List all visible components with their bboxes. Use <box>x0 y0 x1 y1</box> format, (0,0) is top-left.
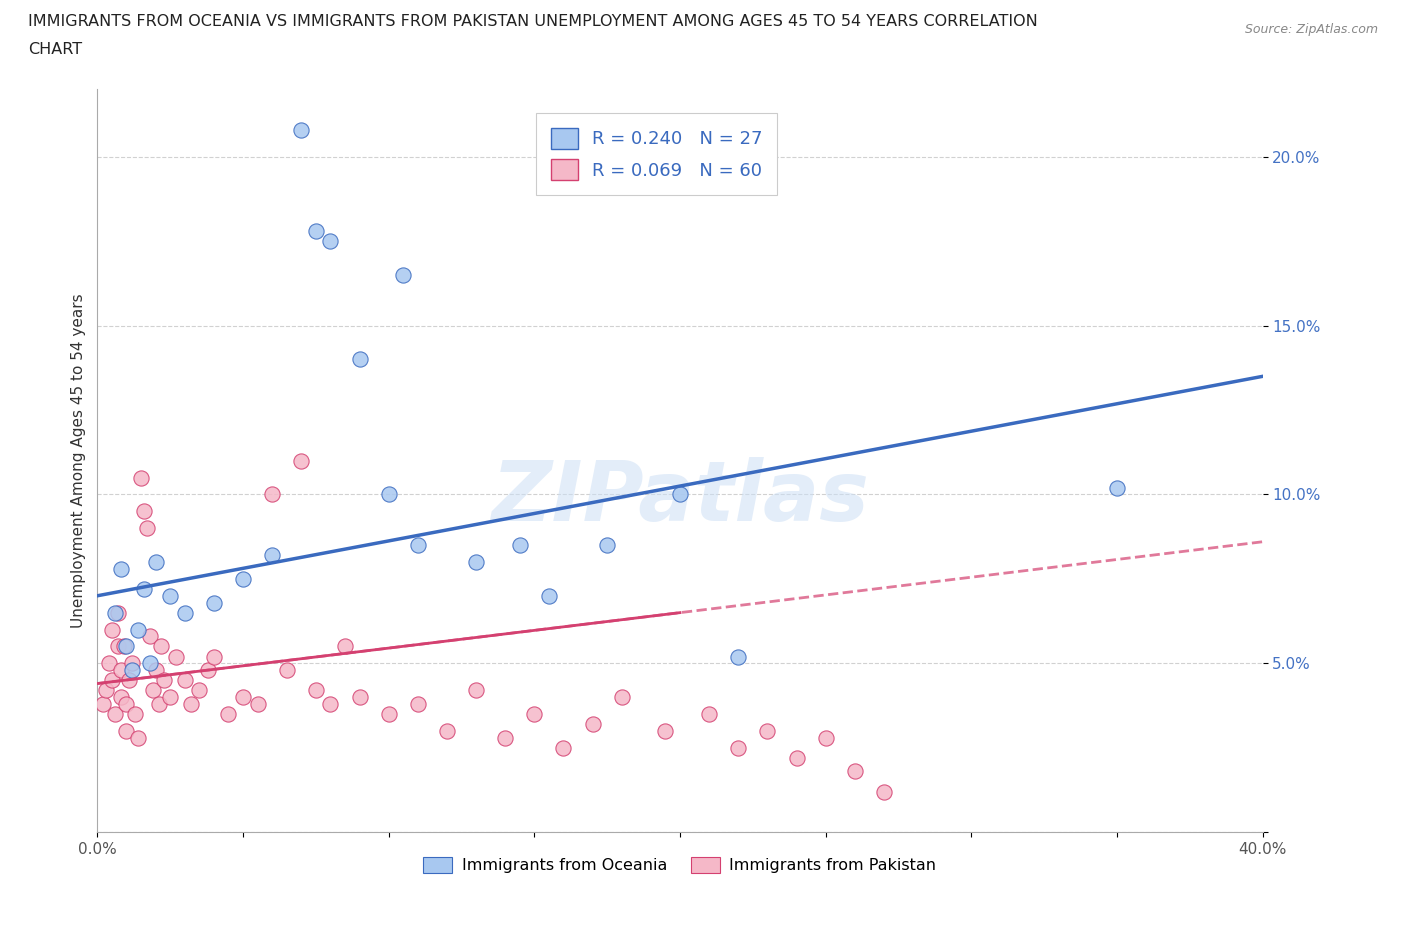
Point <box>129 471 152 485</box>
Point <box>142 683 165 698</box>
Point <box>305 683 328 698</box>
Point <box>139 629 162 644</box>
Point <box>112 639 135 654</box>
Point <box>436 724 458 738</box>
Point <box>349 352 371 367</box>
Point <box>165 649 187 664</box>
Point <box>104 605 127 620</box>
Point <box>159 589 181 604</box>
Point <box>654 724 676 738</box>
Point <box>1105 480 1128 495</box>
Point <box>669 487 692 502</box>
Point <box>121 662 143 677</box>
Point <box>377 707 399 722</box>
Point <box>148 697 170 711</box>
Point <box>115 724 138 738</box>
Point <box>406 538 429 552</box>
Point <box>581 717 603 732</box>
Point <box>333 639 356 654</box>
Point <box>115 697 138 711</box>
Point <box>523 707 546 722</box>
Point <box>465 554 488 569</box>
Point <box>135 521 157 536</box>
Y-axis label: Unemployment Among Ages 45 to 54 years: Unemployment Among Ages 45 to 54 years <box>72 294 86 628</box>
Point <box>262 487 284 502</box>
Point <box>756 724 779 738</box>
Point <box>610 690 633 705</box>
Point <box>118 672 141 687</box>
Point <box>127 730 149 745</box>
Point <box>121 656 143 671</box>
Point <box>153 672 176 687</box>
Point <box>465 683 488 698</box>
Point <box>232 571 254 586</box>
Point <box>145 554 167 569</box>
Point <box>145 662 167 677</box>
Point <box>101 672 124 687</box>
Point <box>124 707 146 722</box>
Point <box>132 581 155 596</box>
Text: Source: ZipAtlas.com: Source: ZipAtlas.com <box>1244 23 1378 36</box>
Point <box>873 784 896 799</box>
Point <box>727 649 749 664</box>
Point <box>246 697 269 711</box>
Point <box>232 690 254 705</box>
Point <box>290 453 312 468</box>
Point <box>91 697 114 711</box>
Point <box>150 639 173 654</box>
Point <box>104 707 127 722</box>
Point <box>94 683 117 698</box>
Point <box>553 740 575 755</box>
Point <box>202 649 225 664</box>
Point <box>115 639 138 654</box>
Point <box>814 730 837 745</box>
Point <box>127 622 149 637</box>
Point <box>173 605 195 620</box>
Point <box>188 683 211 698</box>
Point <box>290 123 312 138</box>
Text: CHART: CHART <box>28 42 82 57</box>
Point <box>305 224 328 239</box>
Text: IMMIGRANTS FROM OCEANIA VS IMMIGRANTS FROM PAKISTAN UNEMPLOYMENT AMONG AGES 45 T: IMMIGRANTS FROM OCEANIA VS IMMIGRANTS FR… <box>28 14 1038 29</box>
Point <box>494 730 516 745</box>
Point <box>262 548 284 563</box>
Point <box>101 622 124 637</box>
Point <box>537 589 560 604</box>
Point <box>406 697 429 711</box>
Point <box>173 672 195 687</box>
Point <box>319 697 342 711</box>
Point <box>349 690 371 705</box>
Point <box>596 538 619 552</box>
Point <box>180 697 202 711</box>
Point <box>786 751 808 765</box>
Point <box>159 690 181 705</box>
Point <box>110 562 132 577</box>
Point <box>110 662 132 677</box>
Point <box>844 764 866 778</box>
Point <box>107 605 129 620</box>
Point <box>139 656 162 671</box>
Point <box>276 662 298 677</box>
Point <box>319 233 342 248</box>
Point <box>98 656 121 671</box>
Point <box>217 707 239 722</box>
Point <box>132 504 155 519</box>
Point <box>107 639 129 654</box>
Point <box>197 662 219 677</box>
Point <box>377 487 399 502</box>
Legend: Immigrants from Oceania, Immigrants from Pakistan: Immigrants from Oceania, Immigrants from… <box>418 850 943 880</box>
Point <box>392 268 415 283</box>
Point <box>110 690 132 705</box>
Point <box>202 595 225 610</box>
Point <box>697 707 720 722</box>
Point <box>727 740 749 755</box>
Point <box>509 538 531 552</box>
Text: ZIPatlas: ZIPatlas <box>491 458 869 538</box>
